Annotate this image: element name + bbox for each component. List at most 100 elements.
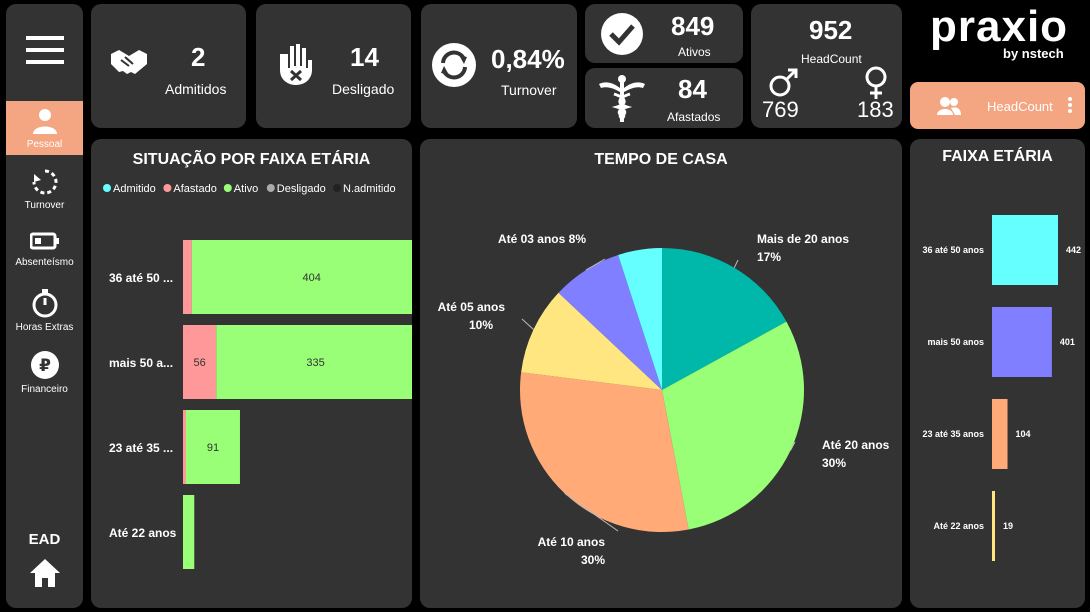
kpi-admitidos: 2 Admitidos (91, 4, 246, 128)
pie-slice[interactable] (618, 248, 662, 390)
slice-label: Até 10 anos (538, 535, 606, 549)
more-vertical-icon[interactable] (1067, 96, 1073, 114)
sidebar-item-label: Financeiro (21, 384, 68, 395)
chart-title: SITUAÇÃO POR FAIXA ETÁRIA (132, 151, 371, 168)
faixa-etaria-panel: FAIXA ETÁRIA 36 até 50 anos 442 mais 50 an… (910, 139, 1085, 608)
leader-line (790, 441, 796, 451)
sidebar: Pessoal Turnover Absenteísmo Horas Extra… (6, 4, 83, 608)
sidebar-item-label: Horas Extras (15, 322, 74, 333)
leader-line (564, 493, 619, 532)
female-count: 183 (857, 97, 894, 122)
kpi-ativos: 849 Ativos (585, 4, 743, 63)
sidebar-item-turnover[interactable]: Turnover (6, 168, 83, 211)
check-circle-icon (601, 13, 643, 55)
data-label: 56 (193, 357, 205, 369)
situacao-chart: Admitido Afastado Ativo Desligado N.admitido… (103, 183, 412, 569)
legend-marker (223, 184, 232, 192)
bar[interactable] (992, 215, 1058, 285)
slice-pct: 30% (822, 456, 846, 470)
leader-line (521, 318, 534, 330)
kpi-turnover: 0,84% Turnover (421, 4, 577, 128)
sidebar-item-horas-extras[interactable]: Horas Extras (6, 288, 83, 333)
legend-label: Ativo (234, 183, 258, 195)
hand-stop-icon (280, 44, 312, 85)
kpi-desligado: 14 Desligado (256, 4, 411, 128)
legend-label: Desligado (277, 183, 326, 195)
y-tick-label: Até 22 anos (933, 521, 984, 531)
legend-marker (163, 184, 172, 192)
bar-segment[interactable] (183, 240, 192, 314)
handshake-icon (111, 50, 147, 74)
slice-pct: 10% (469, 318, 493, 332)
pie-slice[interactable] (521, 292, 662, 390)
turnover-label: Turnover (501, 82, 557, 98)
currency-icon: ₽ (30, 351, 59, 379)
data-label: 19 (1003, 521, 1013, 531)
kpi-afastados: 84 Afastados (585, 68, 743, 128)
legend-label: Afastado (173, 183, 216, 195)
y-tick-label: 23 até 35 ... (109, 441, 173, 455)
leader-line (585, 258, 606, 271)
bar-segment[interactable] (183, 325, 217, 399)
legend-label: N.admitido (343, 183, 396, 195)
headcount-value: 952 (809, 15, 853, 45)
desligado-label: Desligado (332, 81, 395, 97)
bar[interactable] (992, 307, 1052, 377)
admitidos-value: 2 (191, 42, 206, 72)
bar-segment[interactable] (191, 240, 412, 314)
svg-text:₽: ₽ (39, 356, 51, 375)
admitidos-label: Admitidos (165, 81, 227, 97)
data-label: 91 (207, 442, 219, 454)
bar-segment[interactable] (186, 410, 240, 484)
caduceus-icon (599, 75, 645, 122)
data-label: 104 (1016, 429, 1031, 439)
headcount-button[interactable]: HeadCount (910, 82, 1085, 129)
pie-slice[interactable] (662, 321, 804, 530)
bar[interactable] (992, 491, 995, 561)
pie-slice[interactable] (558, 254, 662, 390)
tempo-casa-chart: Mais de 20 anos 17% Até 20 anos 30% Até 10 a… (438, 232, 890, 567)
bar-segment[interactable] (183, 410, 186, 484)
slice-label: Até 20 anos (822, 438, 890, 452)
sync-icon (432, 43, 476, 87)
brand-sub: by nstech (1003, 46, 1064, 61)
refresh-icon (32, 169, 57, 195)
slice-label: Mais de 20 anos (757, 232, 849, 246)
data-label: 335 (306, 357, 324, 369)
sidebar-item-label: Pessoal (26, 139, 63, 150)
bar-segment[interactable] (216, 325, 412, 399)
afastados-value: 84 (678, 74, 707, 104)
male-count: 769 (762, 97, 799, 122)
situacao-chart-panel: SITUAÇÃO POR FAIXA ETÁRIA Admitido Afasta… (91, 139, 412, 608)
legend-marker (333, 184, 341, 192)
users-icon (937, 97, 961, 115)
legend-label: Admitido (113, 183, 156, 195)
pie-slice[interactable] (520, 372, 689, 532)
data-label: 401 (1060, 337, 1075, 347)
y-tick-label: 36 até 50 ... (109, 271, 173, 285)
sidebar-item-absenteismo[interactable]: Absenteísmo (6, 229, 83, 268)
faixa-etaria-chart: 36 até 50 anos 442 mais 50 anos 401 23 até 3… (922, 215, 1081, 561)
slice-label: Até 05 anos (438, 300, 506, 314)
sidebar-item-pessoal[interactable]: Pessoal (6, 101, 83, 155)
headcount-button-label: HeadCount (987, 99, 1053, 114)
y-tick-label: Até 22 anos (109, 526, 177, 540)
sidebar-item-financeiro[interactable]: ₽ Financeiro (6, 350, 83, 395)
ativos-value: 849 (671, 11, 715, 41)
headcount-label: HeadCount (801, 52, 862, 66)
battery-icon (29, 232, 59, 250)
bar[interactable] (992, 399, 1008, 469)
bar-segment[interactable] (183, 495, 195, 569)
chart-title: FAIXA ETÁRIA (942, 148, 1053, 165)
y-tick-label: mais 50 a... (109, 356, 173, 370)
y-tick-label: 36 até 50 anos (922, 245, 984, 255)
turnover-value: 0,84% (491, 44, 565, 74)
sidebar-item-label: Absenteísmo (15, 257, 74, 268)
brand-logo: praxio (930, 2, 1069, 51)
leader-line (733, 259, 739, 268)
kpi-headcount: 952 HeadCount 769 183 (751, 4, 902, 128)
pie-slice[interactable] (662, 248, 787, 390)
stopwatch-icon (32, 289, 57, 318)
menu-icon[interactable] (26, 34, 66, 66)
home-icon[interactable] (28, 557, 62, 589)
